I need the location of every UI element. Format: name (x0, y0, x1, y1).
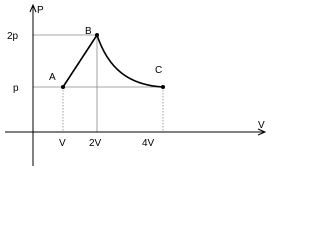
y-arrow (29, 3, 37, 13)
y-tick-label: 2p (7, 31, 19, 42)
point-a (61, 85, 65, 89)
y-tick-label: p (13, 83, 19, 94)
point-c (161, 85, 165, 89)
pv-diagram: P V 2p p V 2V 4V A B C (5, 3, 267, 166)
guides (33, 34, 164, 132)
process-ab (62, 34, 98, 88)
x-arrow (257, 128, 267, 136)
x-tick-label: V (59, 138, 66, 149)
x-axis-label: V (258, 120, 265, 131)
process-bc (96, 34, 164, 88)
point-label: C (155, 65, 162, 76)
x-tick-label: 4V (142, 138, 155, 149)
state-points (61, 33, 165, 89)
process (62, 34, 164, 88)
axes (5, 3, 267, 166)
point-label: B (85, 26, 92, 37)
point-b (95, 33, 99, 37)
x-tick-label: 2V (89, 138, 102, 149)
y-axis-label: P (37, 5, 44, 16)
point-label: A (49, 72, 56, 83)
